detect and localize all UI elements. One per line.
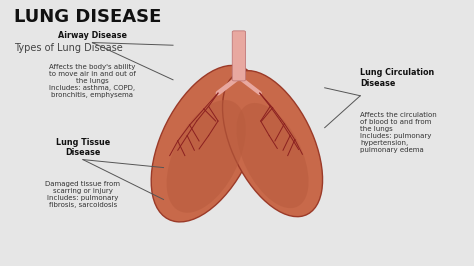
Text: Lung Circulation
Disease: Lung Circulation Disease [360, 68, 435, 88]
Ellipse shape [166, 100, 246, 213]
Ellipse shape [222, 70, 323, 217]
FancyBboxPatch shape [232, 31, 246, 81]
Ellipse shape [237, 103, 309, 208]
Text: Lung Tissue
Disease: Lung Tissue Disease [56, 138, 110, 157]
Text: Affects the circulation
of blood to and from
the lungs
Includes: pulmonary
hyper: Affects the circulation of blood to and … [360, 112, 437, 153]
Text: Damaged tissue from
scarring or injury
Includes: pulmonary
fibrosis, sarcoidosis: Damaged tissue from scarring or injury I… [46, 181, 120, 208]
Text: Types of Lung Disease: Types of Lung Disease [14, 43, 123, 53]
Ellipse shape [151, 65, 261, 222]
Text: Airway Disease: Airway Disease [58, 31, 127, 40]
Text: LUNG DISEASE: LUNG DISEASE [14, 8, 162, 26]
Text: Affects the body's ability
to move air in and out of
the lungs
Includes: asthma,: Affects the body's ability to move air i… [49, 64, 136, 98]
